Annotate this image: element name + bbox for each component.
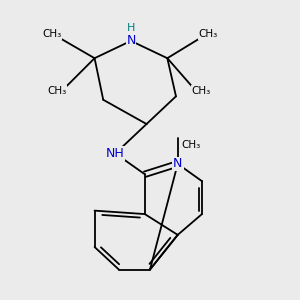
Text: CH₃: CH₃ bbox=[182, 140, 201, 150]
Text: NH: NH bbox=[106, 147, 125, 160]
Text: N: N bbox=[173, 158, 182, 170]
Text: H: H bbox=[127, 23, 135, 33]
Text: CH₃: CH₃ bbox=[192, 86, 211, 96]
Text: CH₃: CH₃ bbox=[48, 86, 67, 96]
Text: CH₃: CH₃ bbox=[42, 29, 62, 39]
Text: O: O bbox=[172, 158, 183, 170]
Text: CH₃: CH₃ bbox=[199, 29, 218, 39]
Text: N: N bbox=[126, 34, 136, 47]
